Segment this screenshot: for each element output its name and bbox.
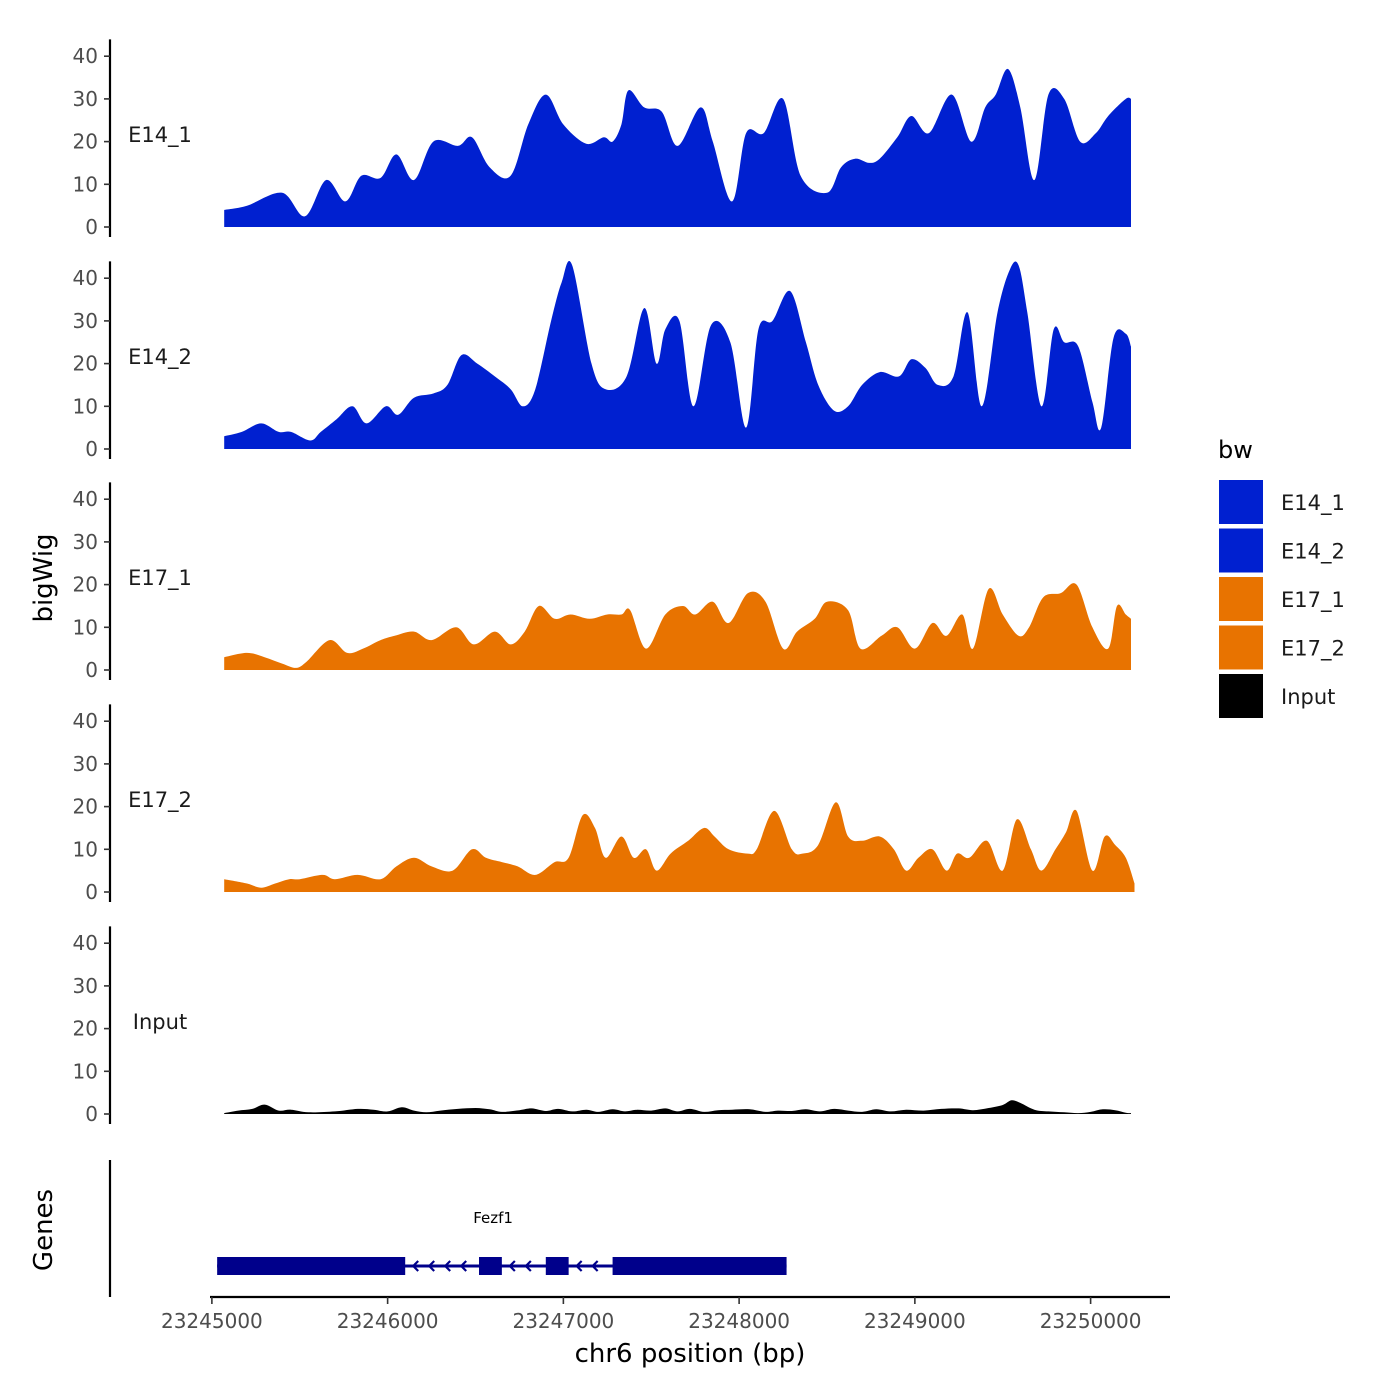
- strand-arrow: [427, 1260, 435, 1272]
- y-tick-label: 40: [73, 266, 98, 290]
- signal-area: [224, 1100, 1131, 1114]
- strand-arrow: [591, 1260, 599, 1272]
- strand-arrow: [524, 1260, 532, 1272]
- y-tick-label: 10: [73, 394, 98, 418]
- y-tick-label: 0: [85, 880, 98, 904]
- y-tick-label: 30: [73, 752, 98, 776]
- legend-label: E14_2: [1281, 540, 1345, 565]
- y-tick-label: 30: [73, 974, 98, 998]
- y-tick-label: 0: [85, 437, 98, 461]
- x-tick-label: 23245000: [161, 1309, 263, 1333]
- y-tick-label: 10: [73, 837, 98, 861]
- strand-arrow: [411, 1260, 419, 1272]
- track-E14_1: 0 10 20 30 40 E14_1: [73, 39, 1131, 239]
- legend-label: E17_1: [1281, 588, 1345, 613]
- y-tick-label: 20: [73, 130, 98, 154]
- y-tick-label: 10: [73, 1059, 98, 1083]
- x-tick-label: 23246000: [337, 1309, 439, 1333]
- legend-label: Input: [1281, 685, 1335, 709]
- signal-area: [224, 583, 1131, 670]
- track-label: Input: [133, 1010, 187, 1034]
- gene-label: Fezf1: [473, 1209, 513, 1227]
- track-label: E17_2: [128, 788, 192, 813]
- y-tick-label: 30: [73, 530, 98, 554]
- signal-tracks: 0 10 20 30 40 E14_1 0 10 20 30 40 E14_2 0 10 20 30 40 E17…: [73, 39, 1135, 1126]
- y-tick-label: 10: [73, 172, 98, 196]
- gene-exon: [612, 1257, 787, 1275]
- x-tick-label: 23250000: [1040, 1309, 1142, 1333]
- legend-label: E17_2: [1281, 637, 1345, 662]
- x-axis-title: chr6 position (bp): [575, 1339, 806, 1369]
- signal-area: [224, 68, 1131, 227]
- y-tick-label: 20: [73, 1017, 98, 1041]
- y-tick-label: 30: [73, 87, 98, 111]
- y-tick-label: 20: [73, 795, 98, 819]
- y-axis-title: bigWig: [29, 533, 59, 622]
- legend-swatch: [1219, 480, 1263, 524]
- gene-exon: [479, 1257, 502, 1275]
- y-tick-label: 10: [73, 615, 98, 639]
- x-tick-label: 23249000: [864, 1309, 966, 1333]
- gene-exon: [545, 1257, 569, 1275]
- legend-swatch: [1219, 528, 1263, 573]
- strand-arrow: [443, 1260, 451, 1272]
- y-tick-label: 0: [85, 1102, 98, 1126]
- legend-swatch: [1219, 577, 1263, 621]
- strand-arrow: [575, 1260, 583, 1272]
- x-tick-label: 23248000: [688, 1309, 790, 1333]
- legend-title: bw: [1218, 436, 1253, 464]
- gene-exon: [217, 1257, 406, 1275]
- legend-label: E14_1: [1281, 491, 1345, 516]
- y-tick-label: 40: [73, 709, 98, 733]
- y-tick-label: 0: [85, 215, 98, 239]
- strand-arrow: [459, 1260, 467, 1272]
- legend-swatch: [1219, 625, 1263, 670]
- x-tick-label: 23247000: [512, 1309, 614, 1333]
- genes-panel: Fezf1: [108, 1160, 787, 1297]
- track-Input: 0 10 20 30 40 Input: [73, 926, 1131, 1126]
- y-tick-label: 40: [73, 44, 98, 68]
- track-label: E17_1: [128, 566, 192, 591]
- strand-arrow: [508, 1260, 516, 1272]
- y-tick-label: 20: [73, 352, 98, 376]
- y-tick-label: 20: [73, 573, 98, 597]
- legend: bw E14_1 E14_2 E17_1 E17_2 Input: [1218, 436, 1345, 718]
- track-label: E14_2: [128, 345, 192, 370]
- track-label: E14_1: [128, 123, 192, 148]
- track-E17_1: 0 10 20 30 40 E17_1: [73, 482, 1131, 682]
- y-tick-label: 0: [85, 658, 98, 682]
- y-tick-label: 40: [73, 931, 98, 955]
- signal-area: [224, 261, 1131, 449]
- genes-axis-title: Genes: [29, 1189, 59, 1271]
- track-E14_2: 0 10 20 30 40 E14_2: [73, 261, 1131, 461]
- x-axis: 23245000 23246000 23247000 23248000 23249000…: [161, 1295, 1170, 1333]
- y-tick-label: 30: [73, 309, 98, 333]
- legend-swatch: [1219, 674, 1263, 718]
- signal-area: [224, 802, 1135, 892]
- y-tick-label: 40: [73, 487, 98, 511]
- track-E17_2: 0 10 20 30 40 E17_2: [73, 704, 1135, 904]
